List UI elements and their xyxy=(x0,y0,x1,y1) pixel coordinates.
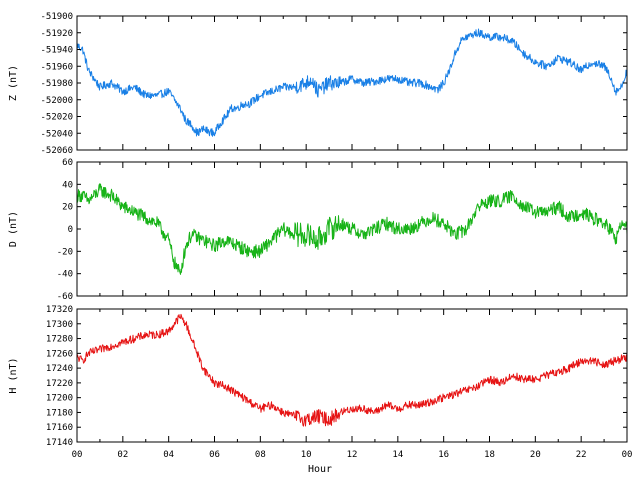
y-axis-title-d: D (nT) xyxy=(8,211,19,247)
y-tick-label-h: 17220 xyxy=(46,379,73,389)
y-tick-label-h: 17160 xyxy=(46,423,73,433)
x-tick-label: 08 xyxy=(255,450,266,460)
y-tick-label-d: -60 xyxy=(57,292,73,302)
x-tick-label: 18 xyxy=(484,450,495,460)
y-tick-label-h: 17180 xyxy=(46,408,73,418)
y-tick-label-h: 17260 xyxy=(46,349,73,359)
y-tick-label-z: -52000 xyxy=(40,96,73,106)
chart-panels: -52060 -52040 -52020 -52000 -51980 -51960 -519… xyxy=(8,12,632,460)
series-h-line xyxy=(76,313,628,427)
y-tick-label-h: 17280 xyxy=(46,335,73,345)
x-tick-label: 10 xyxy=(301,450,312,460)
y-tick-label-h: 17140 xyxy=(46,438,73,448)
x-tick-label: 14 xyxy=(392,450,403,460)
y-tick-label-h: 17240 xyxy=(46,364,73,374)
y-tick-label-z: -51920 xyxy=(40,29,73,39)
panel-z-frame xyxy=(76,15,628,151)
x-tick-label: 06 xyxy=(209,450,220,460)
y-axis-title-h: H (nT) xyxy=(8,357,19,393)
y-tick-label-h: 17320 xyxy=(46,305,73,315)
x-tick-label: 16 xyxy=(438,450,449,460)
x-tick-label: 04 xyxy=(163,450,174,460)
panel-d: -60 -40 -20 0 20 40 60 D (nT) xyxy=(8,158,628,302)
x-tick-label: 00 xyxy=(622,450,633,460)
y-tick-label-d: -20 xyxy=(57,247,73,257)
x-tick-labels: 00 02 04 06 08 10 12 14 16 18 20 22 00 xyxy=(72,450,633,460)
y-tick-label-h: 17200 xyxy=(46,394,73,404)
y-tick-label-z: -52020 xyxy=(40,113,73,123)
x-tick-label: 22 xyxy=(576,450,587,460)
x-axis-title: Hour xyxy=(308,464,332,475)
y-tick-label-z: -52040 xyxy=(40,129,73,139)
x-tick-label: 00 xyxy=(72,450,83,460)
y-tick-label-d: -40 xyxy=(57,270,73,280)
series-d-line xyxy=(76,183,628,275)
y-tick-label-d: 40 xyxy=(62,180,73,190)
panel-z: -52060 -52040 -52020 -52000 -51980 -51960 -519… xyxy=(8,12,628,156)
series-z-line xyxy=(76,28,628,137)
y-tick-label-d: 60 xyxy=(62,158,73,168)
y-tick-label-z: -51940 xyxy=(40,46,73,56)
y-tick-label-z: -51980 xyxy=(40,79,73,89)
y-tick-label-h: 17300 xyxy=(46,320,73,330)
y-tick-label-z: -51900 xyxy=(40,12,73,22)
y-tick-label-d: 0 xyxy=(68,225,73,235)
x-tick-label: 20 xyxy=(530,450,541,460)
y-tick-label-d: 20 xyxy=(62,203,73,213)
x-tick-label: 02 xyxy=(117,450,128,460)
panel-h: 17140 17160 17180 17200 17220 17240 17260 17280… xyxy=(8,305,628,448)
y-axis-title-z: Z (nT) xyxy=(8,65,19,101)
y-tick-label-z: -51960 xyxy=(40,62,73,72)
y-tick-label-z: -52060 xyxy=(40,146,73,156)
x-tick-label: 12 xyxy=(347,450,358,460)
